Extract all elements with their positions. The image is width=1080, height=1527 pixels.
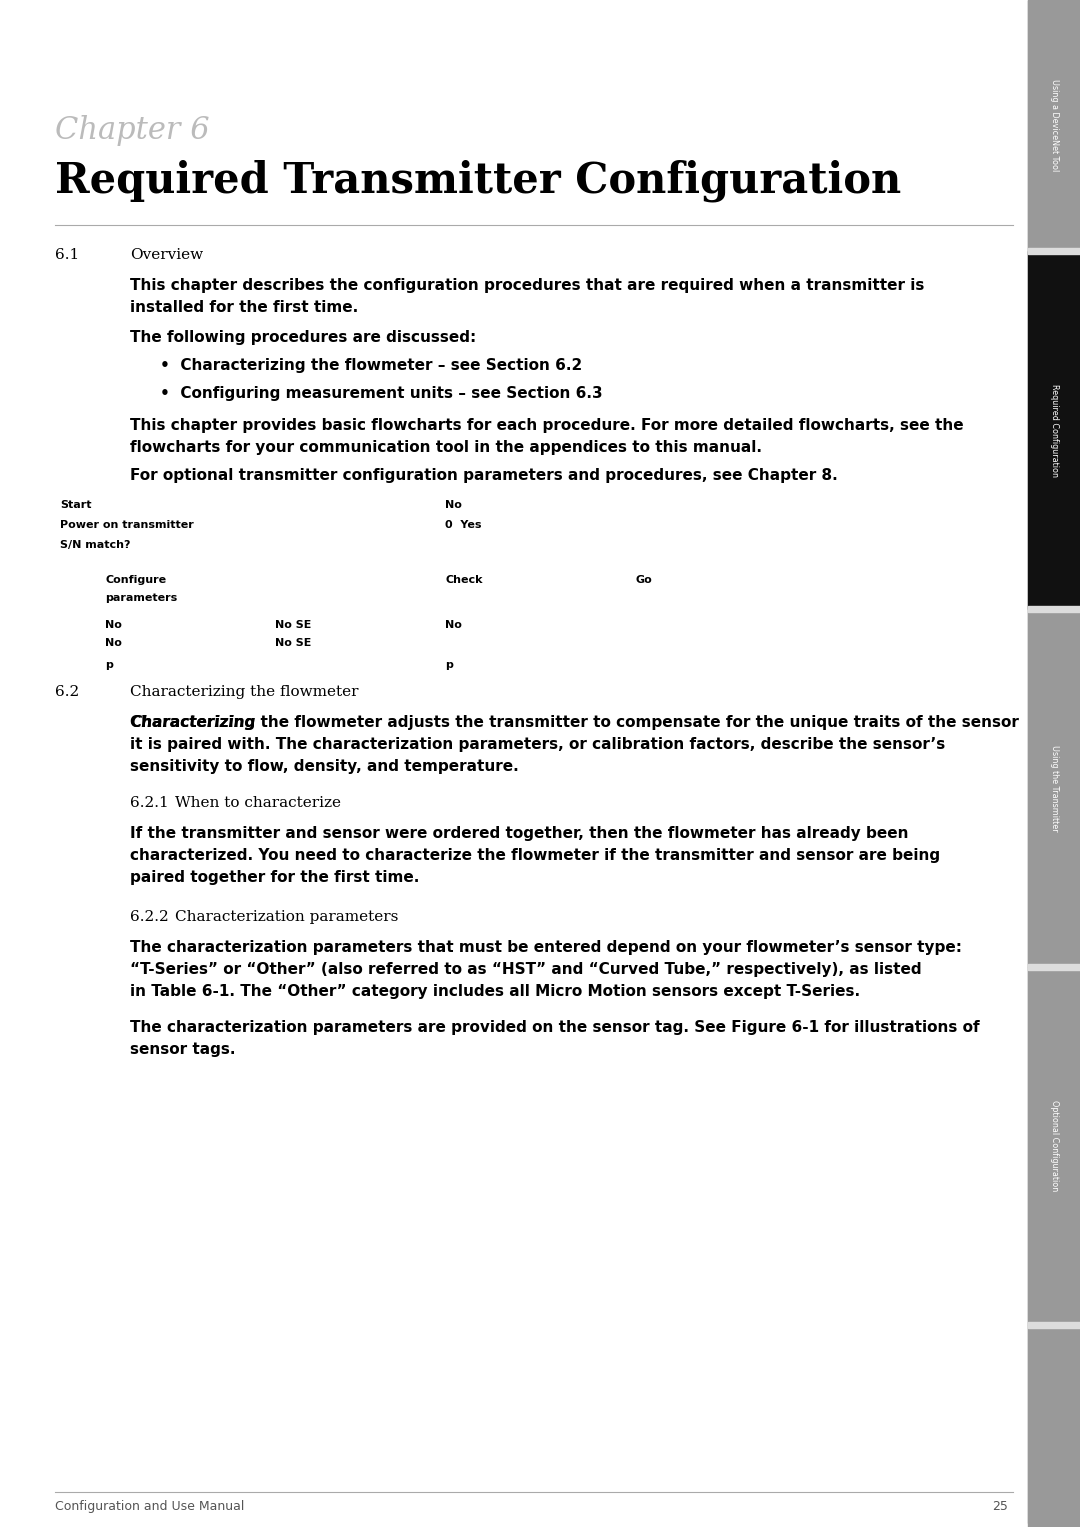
Text: No: No — [105, 620, 122, 631]
Text: flowcharts for your communication tool in the appendices to this manual.: flowcharts for your communication tool i… — [130, 440, 762, 455]
Text: Optional Configuration: Optional Configuration — [1050, 1101, 1058, 1191]
Text: Characterizing the flowmeter adjusts the transmitter to compensate for the uniqu: Characterizing the flowmeter adjusts the… — [130, 715, 1018, 730]
Text: p: p — [105, 660, 113, 670]
Text: in Table 6-1. The “Other” category includes all Micro Motion sensors except T-Se: in Table 6-1. The “Other” category inclu… — [130, 983, 860, 999]
Text: 6.2.2: 6.2.2 — [130, 910, 168, 924]
Text: •  Configuring measurement units – see Section 6.3: • Configuring measurement units – see Se… — [160, 386, 603, 402]
Text: Characterizing the flowmeter: Characterizing the flowmeter — [130, 686, 359, 699]
Bar — [1028, 250, 1080, 609]
Text: No SE: No SE — [275, 638, 311, 647]
Text: 6.2: 6.2 — [55, 686, 79, 699]
Text: For optional transmitter configuration parameters and procedures, see Chapter 8.: For optional transmitter configuration p… — [130, 467, 838, 483]
Text: characterized. You need to characterize the flowmeter if the transmitter and sen: characterized. You need to characterize … — [130, 847, 940, 863]
Text: paired together for the first time.: paired together for the first time. — [130, 870, 419, 886]
Text: The characterization parameters are provided on the sensor tag. See Figure 6-1 f: The characterization parameters are prov… — [130, 1020, 980, 1035]
Text: sensor tags.: sensor tags. — [130, 1041, 235, 1057]
Text: installed for the first time.: installed for the first time. — [130, 299, 359, 315]
Text: Using the Transmitter: Using the Transmitter — [1050, 745, 1058, 831]
Text: The following procedures are discussed:: The following procedures are discussed: — [130, 330, 476, 345]
Text: parameters: parameters — [105, 592, 177, 603]
Text: Configure: Configure — [105, 576, 166, 585]
Text: “T-Series” or “Other” (also referred to as “HST” and “Curved Tube,” respectively: “T-Series” or “Other” (also referred to … — [130, 962, 921, 977]
Text: If the transmitter and sensor were ordered together, then the flowmeter has alre: If the transmitter and sensor were order… — [130, 826, 908, 841]
Text: No SE: No SE — [275, 620, 311, 631]
Text: Start: Start — [60, 499, 92, 510]
Text: 6.2.1: 6.2.1 — [130, 796, 168, 809]
Text: 6.1: 6.1 — [55, 247, 79, 263]
Bar — [1028, 247, 1080, 253]
Text: S/N match?: S/N match? — [60, 541, 131, 550]
Bar — [1028, 609, 1080, 967]
Text: Chapter 6: Chapter 6 — [55, 115, 210, 147]
Text: This chapter describes the configuration procedures that are required when a tra: This chapter describes the configuration… — [130, 278, 924, 293]
Text: Characterizing: Characterizing — [130, 715, 255, 730]
Bar — [1028, 0, 1080, 1527]
Text: When to characterize: When to characterize — [175, 796, 341, 809]
Text: Required Configuration: Required Configuration — [1050, 383, 1058, 476]
Text: 25: 25 — [993, 1500, 1008, 1513]
Text: Power on transmitter: Power on transmitter — [60, 521, 193, 530]
Text: •  Characterizing the flowmeter – see Section 6.2: • Characterizing the flowmeter – see Sec… — [160, 357, 582, 373]
Text: Overview: Overview — [130, 247, 203, 263]
Text: Configuration and Use Manual: Configuration and Use Manual — [55, 1500, 244, 1513]
Text: p: p — [445, 660, 453, 670]
Bar — [1028, 1322, 1080, 1328]
Text: No: No — [445, 620, 462, 631]
Text: it is paired with. The characterization parameters, or calibration factors, desc: it is paired with. The characterization … — [130, 738, 945, 751]
Bar — [1028, 964, 1080, 970]
Bar — [1028, 606, 1080, 612]
Text: Required Transmitter Configuration: Required Transmitter Configuration — [55, 160, 901, 203]
Text: sensitivity to flow, density, and temperature.: sensitivity to flow, density, and temper… — [130, 759, 518, 774]
Text: No: No — [105, 638, 122, 647]
Bar — [1028, 0, 1080, 250]
Text: This chapter provides basic flowcharts for each procedure. For more detailed flo: This chapter provides basic flowcharts f… — [130, 418, 963, 434]
Text: Go: Go — [635, 576, 651, 585]
Bar — [1028, 1325, 1080, 1522]
Text: Characterization parameters: Characterization parameters — [175, 910, 399, 924]
Text: Check: Check — [445, 576, 483, 585]
Bar — [1028, 967, 1080, 1325]
Text: 0  Yes: 0 Yes — [445, 521, 482, 530]
Text: Using a DeviceNet Tool: Using a DeviceNet Tool — [1050, 79, 1058, 171]
Text: No: No — [445, 499, 462, 510]
Text: The characterization parameters that must be entered depend on your flowmeter’s : The characterization parameters that mus… — [130, 941, 962, 954]
